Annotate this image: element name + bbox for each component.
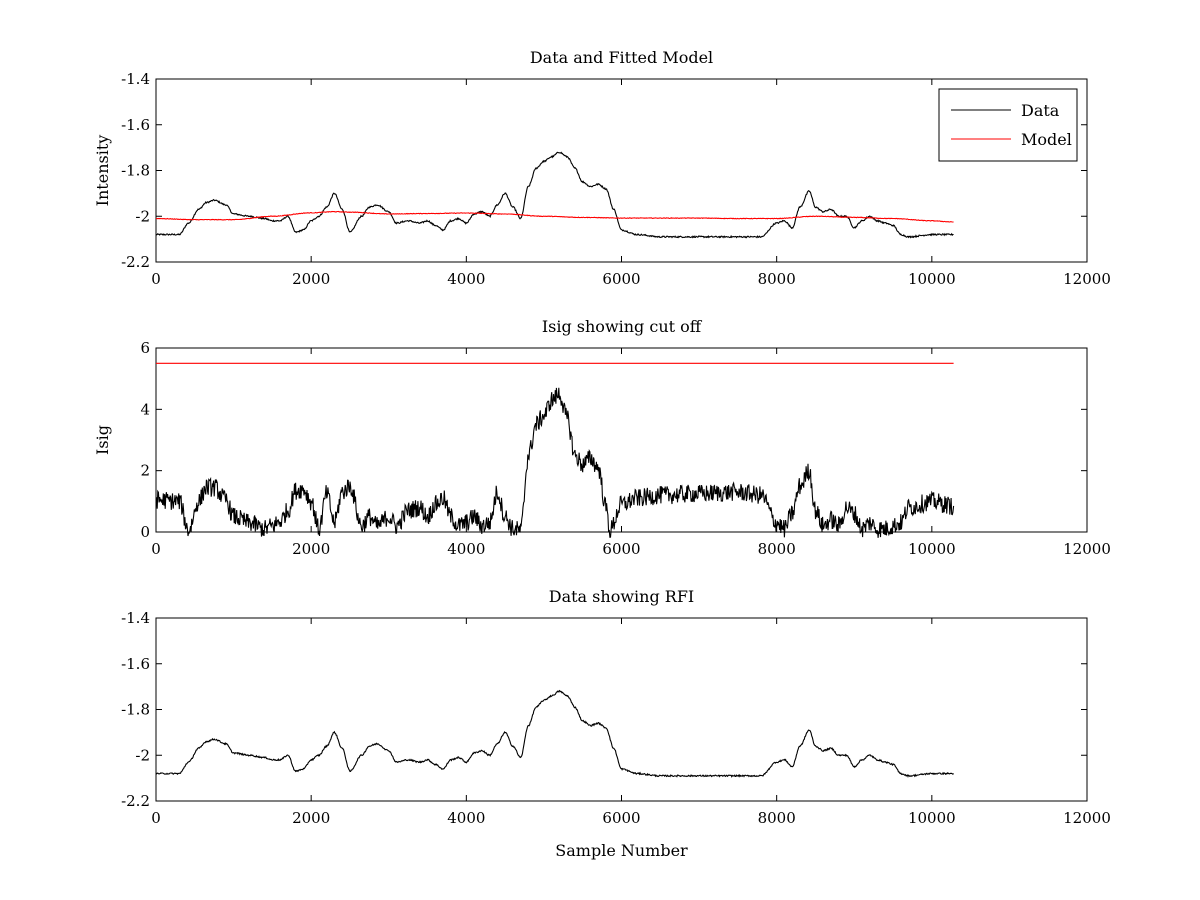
y-tick-label: -1.6 bbox=[121, 655, 150, 673]
plot-area bbox=[155, 78, 1088, 263]
x-tick-label: 2000 bbox=[292, 809, 330, 827]
x-tick-label: 8000 bbox=[758, 270, 796, 288]
y-tick-label: -1.4 bbox=[121, 70, 150, 88]
x-tick-label: 12000 bbox=[1063, 809, 1111, 827]
x-tick-label: 0 bbox=[151, 540, 161, 558]
x-tick-label: 8000 bbox=[758, 809, 796, 827]
x-tick-label: 8000 bbox=[758, 540, 796, 558]
series-line-1 bbox=[155, 387, 955, 538]
y-tick-label: 2 bbox=[140, 462, 150, 480]
subplot-1: Data and Fitted Model 0 2000 4000 6000 8000 10… bbox=[93, 48, 1111, 288]
x-tick-label: 12000 bbox=[1063, 540, 1111, 558]
plot-area bbox=[155, 617, 1088, 802]
x-tick-label: 2000 bbox=[292, 270, 330, 288]
y-axis-label: Intensity bbox=[93, 135, 112, 207]
legend-box bbox=[938, 88, 1078, 162]
series-line-1 bbox=[155, 689, 954, 778]
chart-title: Data showing RFI bbox=[549, 587, 694, 606]
subplot-2: Isig showing cut off 0 2000 4000 6000 8000 100… bbox=[93, 317, 1111, 558]
y-tick-label: -2 bbox=[135, 746, 150, 764]
y-axis-label: Isig bbox=[93, 425, 112, 455]
x-tick-label: 2000 bbox=[292, 540, 330, 558]
legend: Data Model bbox=[938, 88, 1078, 162]
y-tick-label: -1.8 bbox=[121, 162, 150, 180]
legend-entry: Model bbox=[1021, 130, 1072, 149]
x-tick-label: 0 bbox=[151, 809, 161, 827]
x-tick-label: 6000 bbox=[602, 540, 640, 558]
x-tick-label: 10000 bbox=[908, 540, 956, 558]
y-tick-label: 0 bbox=[140, 523, 150, 541]
series-line-data bbox=[155, 151, 954, 239]
x-tick-label: 4000 bbox=[447, 809, 485, 827]
legend-entry: Data bbox=[1021, 101, 1060, 120]
x-tick-label: 0 bbox=[151, 270, 161, 288]
y-tick-label: -2.2 bbox=[121, 253, 150, 271]
y-tick-label: -1.4 bbox=[121, 609, 150, 627]
chart-title: Isig showing cut off bbox=[542, 317, 703, 336]
x-tick-label: 10000 bbox=[908, 809, 956, 827]
x-tick-label: 6000 bbox=[602, 809, 640, 827]
x-axis-label: Sample Number bbox=[555, 841, 688, 860]
y-tick-label: -2 bbox=[135, 207, 150, 225]
series-line-model bbox=[155, 210, 954, 223]
y-tick-label: 6 bbox=[140, 339, 150, 357]
y-tick-label: -1.6 bbox=[121, 116, 150, 134]
y-tick-label: 4 bbox=[140, 400, 150, 418]
subplot-3: Data showing RFI 0 2000 4000 6000 8000 10000 12… bbox=[121, 587, 1111, 860]
y-tick-label: -2.2 bbox=[121, 792, 150, 810]
y-tick-label: -1.8 bbox=[121, 701, 150, 719]
x-tick-label: 10000 bbox=[908, 270, 956, 288]
x-tick-label: 6000 bbox=[602, 270, 640, 288]
x-tick-label: 4000 bbox=[447, 540, 485, 558]
x-tick-label: 4000 bbox=[447, 270, 485, 288]
chart-title: Data and Fitted Model bbox=[530, 48, 713, 67]
x-tick-label: 12000 bbox=[1063, 270, 1111, 288]
